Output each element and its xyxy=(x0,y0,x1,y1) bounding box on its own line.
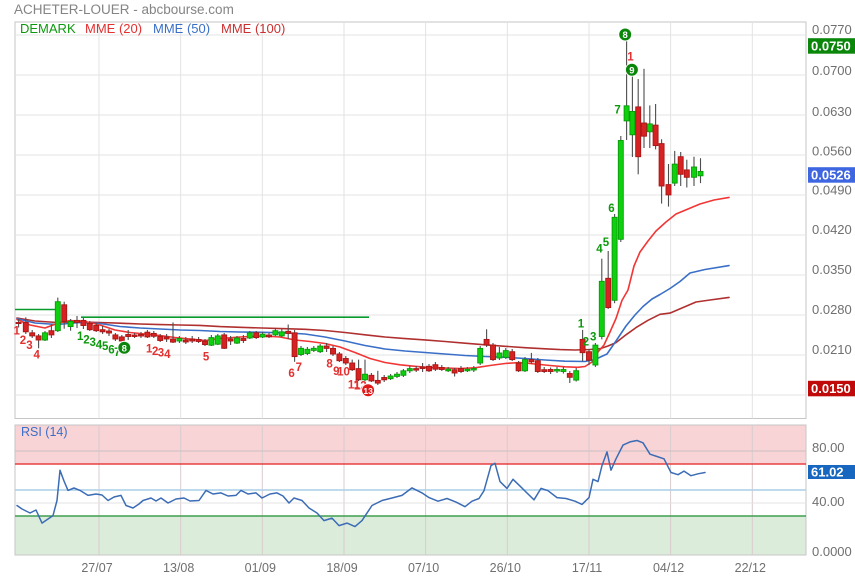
svg-text:3: 3 xyxy=(89,337,95,349)
svg-text:10: 10 xyxy=(337,367,350,379)
svg-text:8: 8 xyxy=(326,358,333,370)
svg-text:1: 1 xyxy=(13,326,20,338)
svg-text:0.0630: 0.0630 xyxy=(812,104,852,119)
svg-text:4: 4 xyxy=(96,340,103,352)
svg-text:3: 3 xyxy=(158,347,164,359)
svg-text:5: 5 xyxy=(603,237,610,249)
svg-text:0.0280: 0.0280 xyxy=(812,302,852,317)
svg-text:5: 5 xyxy=(203,352,210,364)
svg-text:6: 6 xyxy=(608,203,614,215)
svg-text:0.0526: 0.0526 xyxy=(811,168,851,183)
svg-text:3: 3 xyxy=(26,340,32,352)
svg-text:2: 2 xyxy=(152,346,158,358)
svg-text:27/07: 27/07 xyxy=(81,561,112,575)
svg-text:0.0350: 0.0350 xyxy=(812,262,852,277)
svg-text:6: 6 xyxy=(108,344,114,356)
svg-text:4: 4 xyxy=(33,350,40,362)
svg-text:07/10: 07/10 xyxy=(408,561,439,575)
svg-text:0.0000: 0.0000 xyxy=(812,544,852,559)
svg-text:0.0490: 0.0490 xyxy=(812,183,852,198)
svg-text:3: 3 xyxy=(590,332,596,344)
svg-text:80.00: 80.00 xyxy=(812,440,845,455)
svg-text:0.0750: 0.0750 xyxy=(811,39,851,54)
svg-text:1: 1 xyxy=(627,52,634,64)
svg-text:0.0770: 0.0770 xyxy=(812,22,852,37)
svg-text:0.0150: 0.0150 xyxy=(811,381,851,396)
svg-text:1: 1 xyxy=(578,319,585,331)
svg-text:0.0700: 0.0700 xyxy=(812,63,852,78)
svg-text:4: 4 xyxy=(164,349,171,361)
svg-text:13: 13 xyxy=(363,386,373,396)
svg-text:11: 11 xyxy=(348,379,361,391)
svg-text:18/09: 18/09 xyxy=(326,561,357,575)
svg-text:RSI (14): RSI (14) xyxy=(21,425,68,439)
svg-text:MME (50): MME (50) xyxy=(153,21,210,36)
svg-text:0.0210: 0.0210 xyxy=(812,342,852,357)
svg-text:1: 1 xyxy=(77,331,84,343)
svg-text:0.0420: 0.0420 xyxy=(812,222,852,237)
svg-text:7: 7 xyxy=(296,362,302,374)
svg-text:0.0560: 0.0560 xyxy=(812,143,852,158)
svg-text:1: 1 xyxy=(146,343,153,355)
svg-text:26/10: 26/10 xyxy=(490,561,521,575)
svg-text:2: 2 xyxy=(583,336,589,348)
svg-text:8: 8 xyxy=(122,343,127,354)
svg-text:17/11: 17/11 xyxy=(572,561,602,575)
svg-text:4: 4 xyxy=(596,243,603,255)
svg-text:MME (100): MME (100) xyxy=(221,21,285,36)
svg-text:01/09: 01/09 xyxy=(245,561,276,575)
svg-text:9: 9 xyxy=(629,65,634,76)
svg-text:2: 2 xyxy=(20,335,26,347)
svg-text:40.00: 40.00 xyxy=(812,494,845,509)
svg-text:7: 7 xyxy=(614,105,620,117)
svg-text:6: 6 xyxy=(288,368,294,380)
svg-text:ACHETER-LOUER - abcbourse.com: ACHETER-LOUER - abcbourse.com xyxy=(14,2,234,17)
svg-text:61.02: 61.02 xyxy=(811,465,844,480)
svg-text:DEMARK: DEMARK xyxy=(20,21,76,36)
svg-text:5: 5 xyxy=(102,341,109,353)
svg-text:22/12: 22/12 xyxy=(735,561,766,575)
svg-text:2: 2 xyxy=(83,334,89,346)
svg-text:04/12: 04/12 xyxy=(653,561,684,575)
svg-text:7: 7 xyxy=(114,347,120,359)
svg-text:8: 8 xyxy=(623,30,628,41)
svg-text:MME (20): MME (20) xyxy=(85,21,142,36)
svg-text:13/08: 13/08 xyxy=(163,561,194,575)
svg-text:9: 9 xyxy=(333,366,339,378)
